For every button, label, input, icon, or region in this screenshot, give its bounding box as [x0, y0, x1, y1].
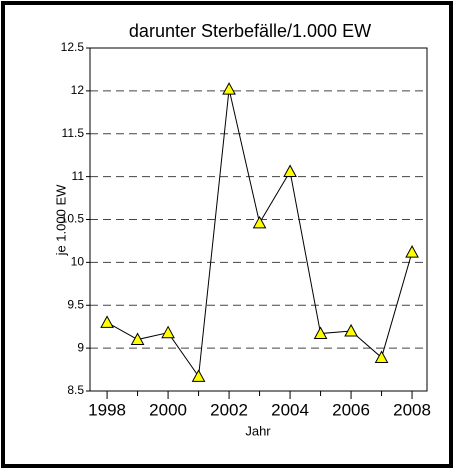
marker: [374, 350, 389, 364]
x-axis-label: Jahr: [245, 423, 271, 438]
marker: [100, 315, 114, 328]
y-tick-label: 11: [72, 169, 85, 183]
x-tick-label: 2008: [393, 400, 431, 419]
y-axis-label: je 1.000 EW: [53, 184, 68, 257]
y-tick-label: 10.5: [61, 212, 85, 226]
marker: [405, 245, 419, 258]
marker: [191, 369, 206, 382]
y-tick-label: 9.5: [67, 297, 84, 311]
x-tick-label: 2006: [332, 400, 370, 419]
marker: [252, 215, 267, 229]
x-tick-label: 2000: [149, 400, 187, 419]
marker: [344, 323, 358, 337]
chart-title: darunter Sterbefälle/1.000 EW: [129, 21, 371, 41]
y-tick-label: 12.5: [61, 40, 85, 54]
plot-area: [89, 47, 428, 392]
y-tick-label: 9: [77, 340, 84, 354]
y-tick-label: 11.5: [62, 126, 85, 140]
marker: [313, 326, 328, 340]
x-tick-label: 2004: [271, 400, 309, 419]
y-tick-label: 12: [71, 83, 85, 97]
y-tick-label: 8.5: [67, 383, 84, 397]
marker: [130, 332, 145, 346]
x-tick-label: 1998: [88, 400, 126, 419]
y-tick-label: 10: [71, 255, 85, 269]
marker: [222, 82, 236, 95]
x-tick-label: 2002: [210, 400, 248, 419]
marker: [283, 164, 297, 177]
marker: [161, 325, 175, 339]
